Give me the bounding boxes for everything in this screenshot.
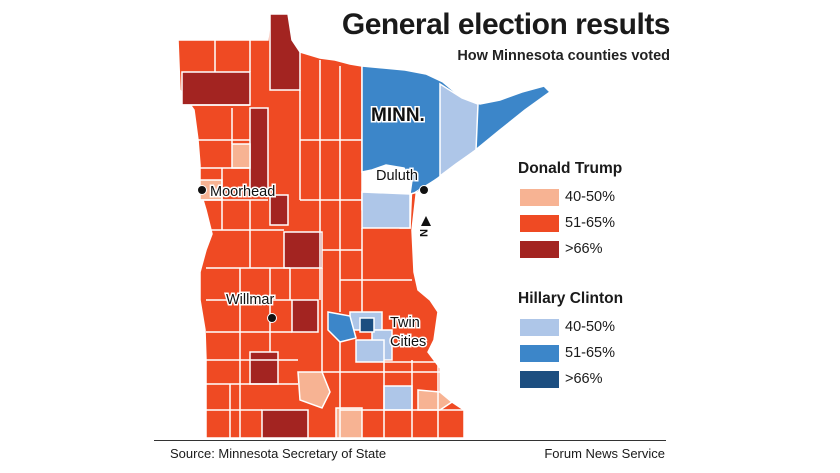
duluth-label: Duluth xyxy=(376,168,418,184)
page-title: General election results xyxy=(341,8,671,41)
legend-swatch xyxy=(520,344,559,362)
legend-item: 51-65% xyxy=(518,212,622,234)
twin-cities-label-line2: Cities xyxy=(390,334,426,350)
legend-label: 51-65% xyxy=(565,345,615,361)
legend-swatch xyxy=(520,370,559,388)
county-dakota-light xyxy=(355,339,385,363)
north-arrow: N xyxy=(417,216,431,237)
county-dark-5 xyxy=(283,231,323,269)
legend-trump-title: Donald Trump xyxy=(518,160,623,177)
county-olmsted-light xyxy=(383,385,413,411)
county-light-norman xyxy=(231,143,251,169)
county-dark-2 xyxy=(181,71,251,106)
moorhead-marker xyxy=(197,185,207,195)
county-dark-4 xyxy=(269,194,289,226)
publisher-credit: Forum News Service xyxy=(544,446,665,461)
legend-label: >66% xyxy=(565,241,603,257)
state-label: MINN. xyxy=(371,105,425,126)
county-dark-6 xyxy=(291,299,319,333)
county-light-south-1 xyxy=(297,371,331,409)
willmar-label: Willmar xyxy=(226,292,274,308)
source-credit: Source: Minnesota Secretary of State xyxy=(170,446,387,461)
legend-label: >66% xyxy=(565,371,603,387)
willmar-marker xyxy=(267,313,277,323)
legend-clinton-title: Hillary Clinton xyxy=(518,290,624,307)
north-label: N xyxy=(417,229,429,237)
legend-item: >66% xyxy=(518,368,623,390)
county-borders-west xyxy=(182,104,298,411)
twin-cities-counties xyxy=(327,311,413,411)
legend-swatch xyxy=(520,240,559,258)
legend-trump: Donald Trump 40-50% 51-65% >66% xyxy=(518,160,622,264)
county-borders xyxy=(182,40,464,438)
legend-item: >66% xyxy=(518,238,622,260)
trump-light-counties xyxy=(199,143,454,439)
legend-item: 40-50% xyxy=(518,186,622,208)
legend-clinton: Hillary Clinton 40-50% 51-65% >66% xyxy=(518,290,623,394)
legend-item: 40-50% xyxy=(518,316,623,338)
county-dark-8 xyxy=(261,409,309,439)
county-hennepin-mid xyxy=(327,311,357,343)
page-subtitle: How Minnesota counties voted xyxy=(457,48,670,64)
county-ramsey-dark xyxy=(359,317,375,333)
footer-divider xyxy=(154,440,666,441)
legend-label: 51-65% xyxy=(565,215,615,231)
legend-swatch xyxy=(520,318,559,336)
county-borders-east xyxy=(300,139,464,411)
county-light-se xyxy=(417,389,454,411)
legend-swatch xyxy=(520,188,559,206)
legend-item: 51-65% xyxy=(518,342,623,364)
county-dark-7 xyxy=(249,351,279,385)
legend-swatch xyxy=(520,214,559,232)
legend-label: 40-50% xyxy=(565,189,615,205)
city-markers xyxy=(197,185,429,323)
county-light-south-2 xyxy=(335,407,363,439)
north-arrow-icon xyxy=(421,216,431,226)
moorhead-label: Moorhead xyxy=(210,184,275,200)
county-dark-1 xyxy=(269,13,301,91)
duluth-marker xyxy=(419,185,429,195)
county-borders-vertical xyxy=(214,40,439,438)
county-carlton-clinton-light xyxy=(361,191,411,229)
lake-superior-shore xyxy=(411,91,551,195)
trump-dark-counties xyxy=(181,13,323,439)
twin-cities-label-line1: Twin xyxy=(390,315,420,331)
legend-label: 40-50% xyxy=(565,319,615,335)
county-dark-3 xyxy=(249,107,269,196)
